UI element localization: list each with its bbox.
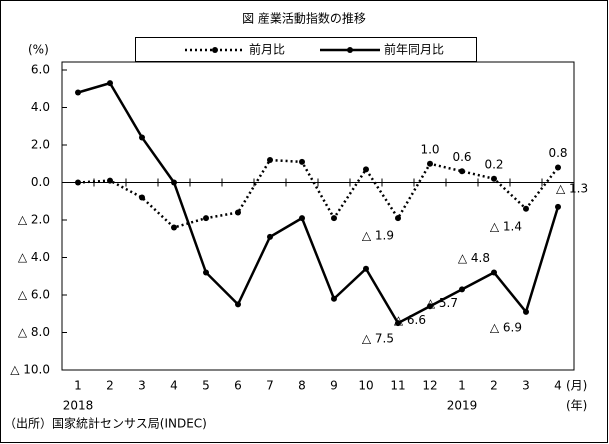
y-tick-label: △ 8.0: [18, 325, 50, 339]
legend-label: 前年同月比: [384, 42, 444, 57]
data-label: △ 4.8: [458, 251, 490, 265]
data-label: △ 1.9: [362, 229, 394, 243]
x-tick-label: 5: [202, 379, 210, 393]
data-label: 0.2: [484, 157, 503, 171]
data-label: △ 7.5: [362, 332, 394, 346]
data-point: [459, 168, 465, 175]
x-tick-label: 3: [138, 379, 146, 393]
data-point: [427, 303, 433, 310]
data-point: [395, 215, 401, 222]
data-point: [203, 269, 209, 276]
data-point: [363, 265, 369, 272]
year-label: 2019: [447, 399, 478, 413]
data-point: [139, 134, 145, 141]
data-point: [171, 224, 177, 231]
data-point: [331, 295, 337, 302]
data-point: [203, 215, 209, 222]
x-unit: (月): [566, 379, 587, 393]
data-point: [235, 301, 241, 308]
data-label: △ 6.9: [490, 320, 522, 334]
y-tick-label: △ 10.0: [10, 363, 50, 377]
data-label: △ 5.7: [426, 296, 458, 310]
legend-marker: [212, 47, 218, 53]
data-point: [491, 269, 497, 276]
data-point: [75, 179, 81, 186]
y-tick-label: 2.0: [31, 138, 50, 152]
x-tick-label: 1: [458, 379, 466, 393]
y-tick-label: △ 6.0: [18, 288, 50, 302]
data-point: [267, 233, 273, 240]
data-point: [459, 286, 465, 293]
y-axis-label: (%): [28, 43, 49, 57]
data-point: [139, 194, 145, 201]
x-tick-label: 9: [330, 379, 338, 393]
data-point: [235, 209, 241, 216]
data-point: [107, 177, 113, 184]
data-point: [171, 179, 177, 186]
data-point: [491, 175, 497, 182]
x-tick-label: 8: [298, 379, 306, 393]
data-point: [395, 320, 401, 327]
x-tick-label: 1: [74, 379, 82, 393]
x-tick-label: 10: [358, 379, 373, 393]
data-point: [107, 80, 113, 87]
data-label: 1.0: [420, 142, 439, 156]
data-point: [427, 160, 433, 167]
data-point: [555, 164, 561, 171]
series-line: [77, 81, 560, 325]
y-tick-label: 6.0: [31, 63, 50, 77]
source-note: （出所）国家統計センサス局(INDEC): [4, 416, 207, 431]
x-tick-label: 2: [106, 379, 114, 393]
x-tick-label: 4: [554, 379, 562, 393]
x-tick-label: 12: [422, 379, 437, 393]
plot-frame: [61, 61, 575, 371]
data-point: [331, 215, 337, 222]
data-point: [555, 203, 561, 210]
x-tick-label: 4: [170, 379, 178, 393]
chart-title: 図 産業活動指数の推移: [242, 11, 366, 26]
x-tick-label: 2: [490, 379, 498, 393]
data-point: [299, 215, 305, 222]
data-label: △ 1.4: [490, 219, 522, 233]
data-point: [363, 166, 369, 173]
x-tick-label: 7: [266, 379, 274, 393]
legend-marker: [347, 47, 353, 53]
data-label: △ 1.3: [556, 181, 588, 195]
y-tick-label: △ 4.0: [18, 250, 50, 264]
data-point: [523, 308, 529, 315]
data-label: △ 6.6: [394, 313, 426, 327]
x-tick-label: 6: [234, 379, 242, 393]
series-line: [77, 158, 559, 229]
y-tick-label: 0.0: [31, 175, 50, 189]
y-tick-label: △ 2.0: [18, 213, 50, 227]
data-label: 0.6: [452, 150, 471, 164]
data-label: 0.8: [548, 146, 567, 160]
data-point: [267, 157, 273, 163]
data-point: [75, 89, 81, 96]
legend-label: 前月比: [249, 42, 285, 57]
data-point: [523, 205, 529, 212]
x-tick-label: 3: [522, 379, 530, 393]
y-tick-label: 4.0: [31, 100, 50, 114]
year-unit: (年): [566, 399, 587, 413]
data-point: [299, 158, 305, 165]
x-tick-label: 11: [390, 379, 405, 393]
year-label: 2018: [63, 399, 94, 413]
legend-box: [135, 37, 477, 62]
